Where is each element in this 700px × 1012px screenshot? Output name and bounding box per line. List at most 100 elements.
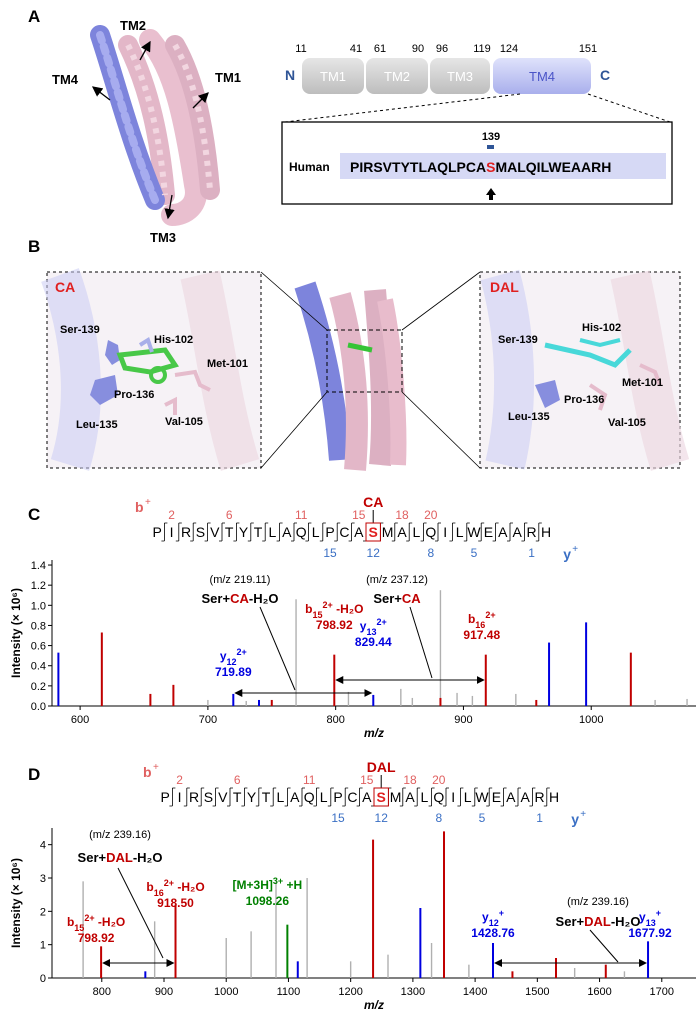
y-tick-label: 0.2 bbox=[31, 681, 46, 693]
y-tick-label: 0.6 bbox=[31, 641, 46, 653]
residue-letter: A bbox=[405, 789, 415, 805]
ann1-mz-label: (m/z 219.11) bbox=[210, 574, 271, 586]
panel-label-a: A bbox=[28, 7, 40, 26]
ann1-pointer bbox=[117, 867, 164, 959]
cleavage-tick bbox=[227, 787, 233, 807]
residue-letter: R bbox=[535, 789, 545, 805]
ion-label: b152+ -H₂O bbox=[67, 913, 125, 933]
cleavage-tick bbox=[284, 787, 291, 807]
residue-139-label: 139 bbox=[482, 131, 500, 143]
tm1-arrow bbox=[192, 92, 209, 109]
cleavage-tick bbox=[414, 787, 421, 807]
x-tick-label: 1100 bbox=[277, 986, 301, 998]
cleavage-tick bbox=[471, 787, 478, 807]
cleavage-tick bbox=[521, 522, 528, 542]
x-tick-label: 1300 bbox=[401, 986, 425, 998]
cleavage-tick bbox=[219, 522, 225, 542]
zoom-line-b3 bbox=[401, 271, 481, 331]
cleavage-tick bbox=[313, 787, 320, 807]
ion-label: b162+ bbox=[468, 610, 496, 630]
position-11: 11 bbox=[295, 43, 306, 55]
ann2-pointer bbox=[589, 929, 619, 963]
b-ion-label: b bbox=[135, 499, 144, 515]
residue-letter: C bbox=[347, 789, 357, 805]
y-ion-sup: + bbox=[572, 544, 578, 555]
y-ion-label: y bbox=[571, 811, 579, 827]
y-number: 1 bbox=[528, 546, 535, 560]
cleavage-tick bbox=[478, 522, 485, 542]
residue-letter: A bbox=[513, 524, 523, 540]
ion-mz: 917.48 bbox=[463, 628, 500, 642]
x-tick-label: 1400 bbox=[463, 986, 487, 998]
ion-label: y12+ bbox=[482, 908, 504, 928]
up-arrow-icon bbox=[486, 188, 496, 200]
cleavage-tick bbox=[262, 522, 269, 542]
ion-mz: 1428.76 bbox=[471, 926, 515, 940]
y-tick-label: 1.2 bbox=[31, 580, 46, 592]
y-axis-title: Intensity (× 10⁶) bbox=[9, 858, 23, 948]
residue-letter: C bbox=[339, 524, 349, 540]
tm3-arrow bbox=[164, 194, 175, 220]
residue-letter: V bbox=[218, 789, 228, 805]
ann2-pointer bbox=[409, 606, 433, 679]
residue-letter: Y bbox=[239, 524, 249, 540]
y-number: 5 bbox=[471, 546, 478, 560]
cleavage-tick bbox=[457, 787, 464, 807]
residue-letter: T bbox=[233, 789, 242, 805]
residue-letter: T bbox=[262, 789, 271, 805]
ion-label: b162+ -H₂O bbox=[146, 878, 204, 898]
panel-label-b: B bbox=[28, 237, 40, 256]
y-number: 8 bbox=[427, 546, 434, 560]
modification-label: DAL bbox=[367, 759, 396, 775]
residue-letter: V bbox=[210, 524, 220, 540]
tm2-label: TM2 bbox=[120, 18, 146, 33]
residue-letter: R bbox=[527, 524, 537, 540]
zoom-line-left bbox=[284, 93, 521, 123]
x-tick-label: 1700 bbox=[650, 986, 674, 998]
x-tick-label: 1600 bbox=[587, 986, 611, 998]
residue-letter: E bbox=[492, 789, 501, 805]
cleavage-tick bbox=[543, 787, 550, 807]
b-number: 15 bbox=[352, 508, 366, 522]
cleavage-tick bbox=[515, 787, 521, 807]
y-tick-label: 4 bbox=[40, 840, 46, 852]
x-tick-label: 800 bbox=[93, 986, 111, 998]
y-number: 12 bbox=[367, 546, 381, 560]
tm3-label: TM3 bbox=[150, 230, 176, 245]
tm4-box-label: TM4 bbox=[529, 69, 555, 84]
annotation-text: Ser+DAL-H₂O bbox=[78, 850, 163, 865]
x-tick-label: 600 bbox=[71, 714, 89, 726]
cleavage-tick bbox=[255, 787, 262, 807]
tm4-label: TM4 bbox=[52, 72, 79, 87]
cleavage-tick bbox=[319, 522, 326, 542]
ann2-mz-label: (m/z 239.16) bbox=[567, 896, 629, 908]
ion-mz: 1677.92 bbox=[628, 926, 672, 940]
y-tick-label: 0.0 bbox=[31, 701, 46, 713]
ms-spectrum-ca: 0.0 0.2 0.4 0.6 0.8 1.0 1.2 1.4 600 700 800 900 1000… bbox=[9, 560, 696, 740]
residue-letter: H bbox=[549, 789, 559, 805]
residue-letter: A bbox=[498, 524, 508, 540]
residue-letter: Q bbox=[296, 524, 307, 540]
residue-letter: A bbox=[397, 524, 407, 540]
panel-label-d: D bbox=[28, 765, 40, 784]
residue-letter: S bbox=[369, 524, 378, 540]
cleavage-tick bbox=[420, 522, 427, 542]
ca-res-his102: His-102 bbox=[154, 334, 193, 346]
y-ion-sup: + bbox=[580, 809, 586, 820]
sequence-highlight bbox=[340, 153, 666, 179]
ion-label: [M+3H]3+ +H bbox=[233, 876, 303, 892]
y-number: 15 bbox=[323, 546, 337, 560]
residue-letter: M bbox=[390, 789, 402, 805]
b-number: 2 bbox=[168, 508, 175, 522]
cleavage-tick bbox=[507, 522, 513, 542]
b-number: 15 bbox=[360, 773, 374, 787]
y-number: 12 bbox=[375, 811, 389, 825]
zoom-line-b1 bbox=[260, 271, 328, 331]
annotation-text: Ser+DAL-H₂O bbox=[556, 914, 641, 929]
y-tick-label: 0 bbox=[40, 973, 46, 985]
residue-letter: Q bbox=[425, 524, 436, 540]
cleavage-tick bbox=[299, 787, 305, 807]
y-tick-label: 3 bbox=[40, 873, 46, 885]
x-tick-label: 900 bbox=[155, 986, 173, 998]
b-number: 2 bbox=[176, 773, 183, 787]
